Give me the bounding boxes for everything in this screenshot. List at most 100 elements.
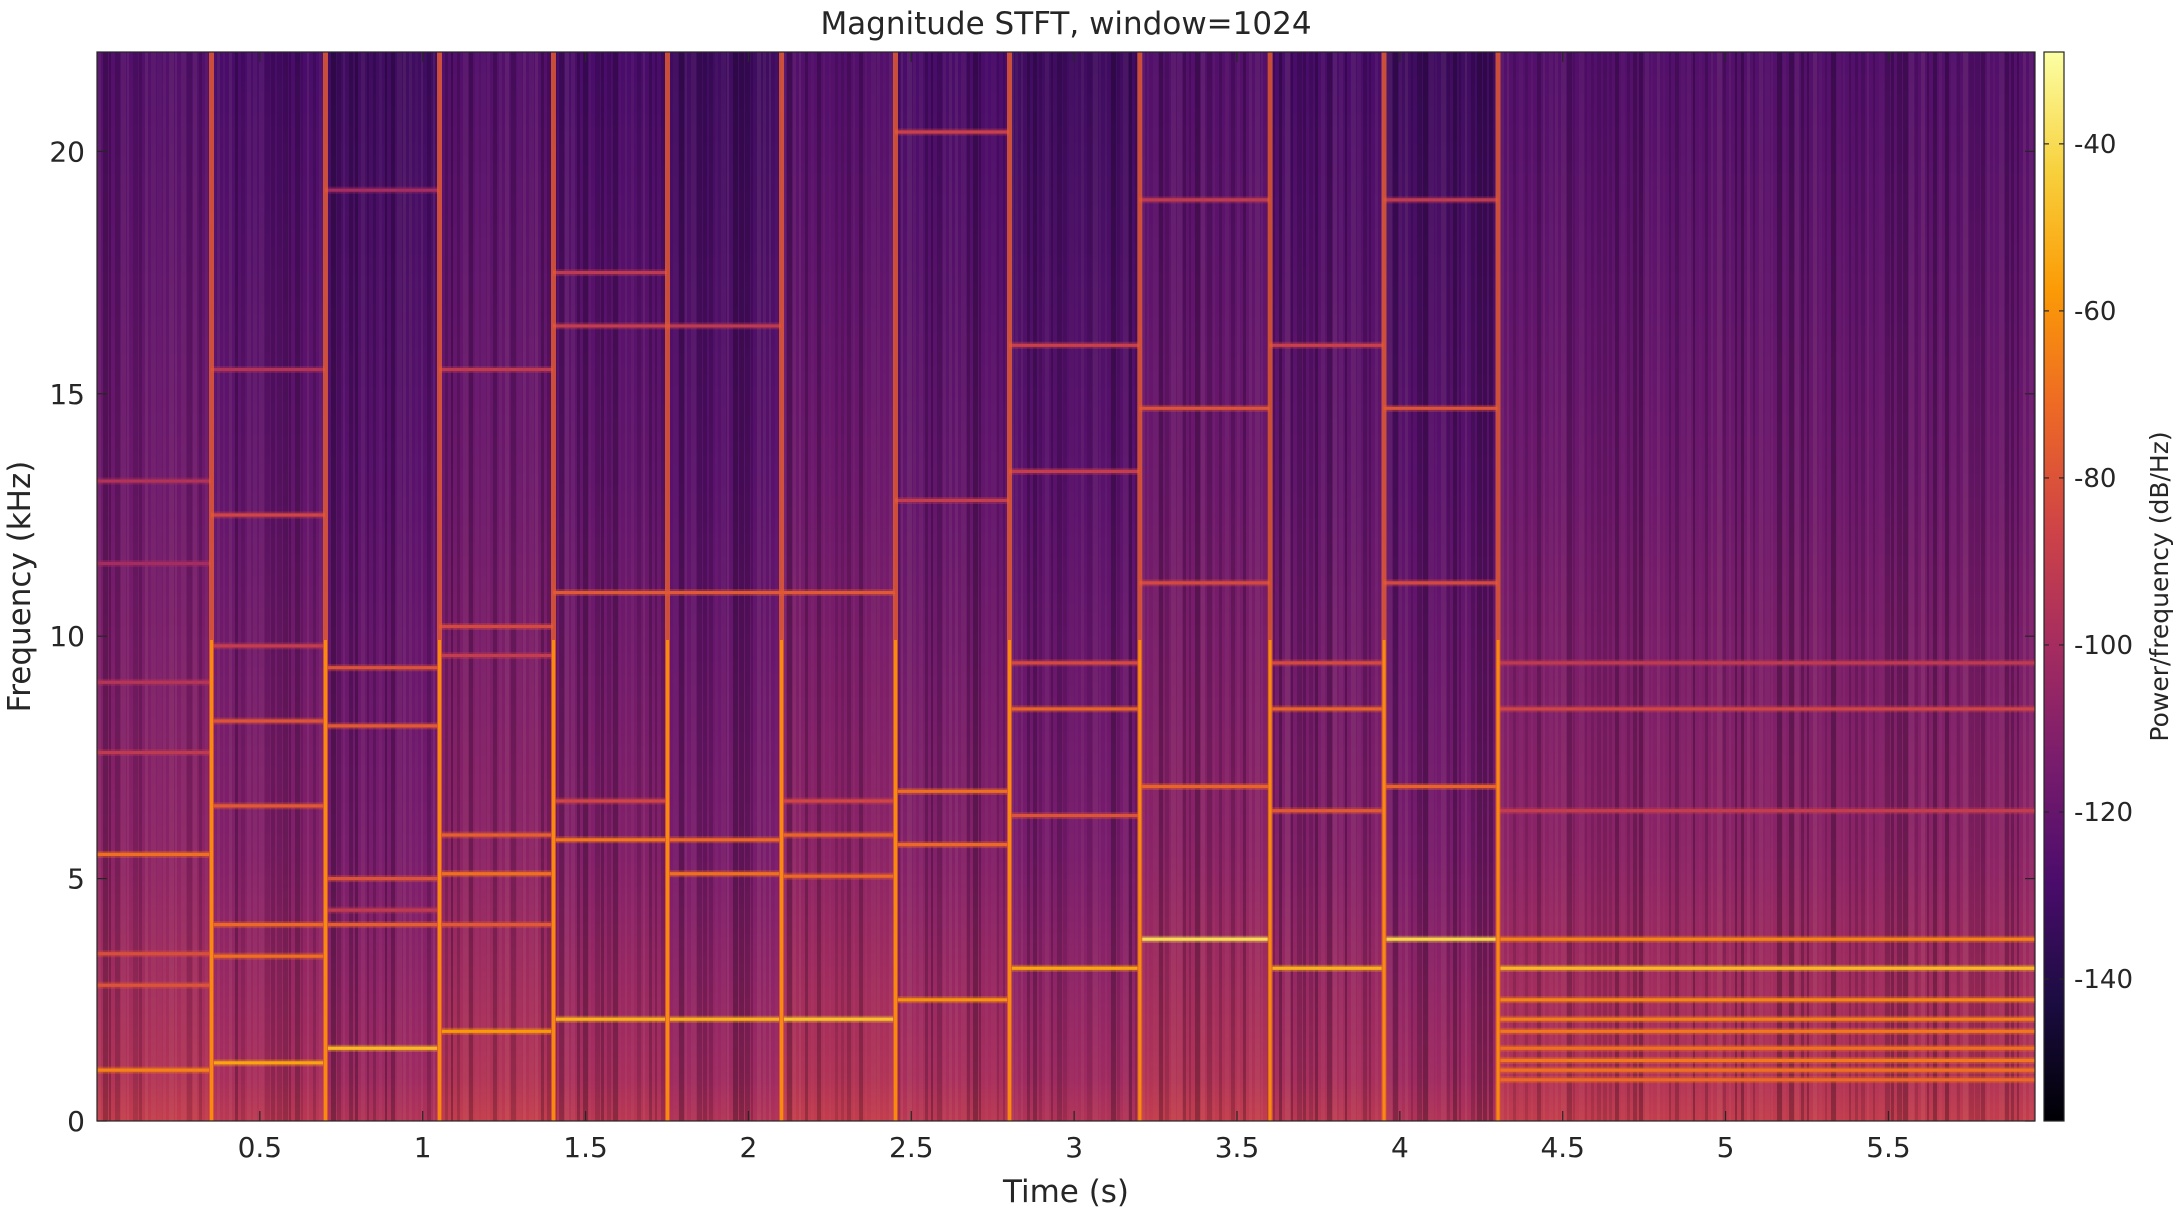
texture-stripe: [967, 52, 970, 1121]
texture-stripe: [1015, 52, 1018, 1121]
texture-stripe: [1201, 52, 1205, 1121]
segment-background: [97, 52, 211, 1121]
texture-stripe: [1837, 52, 1841, 1121]
texture-stripe: [799, 52, 801, 1121]
texture-stripe: [1063, 52, 1067, 1121]
segment-background: [1497, 52, 2035, 1121]
texture-stripe: [1387, 52, 1392, 1121]
onset-core: [1382, 639, 1386, 1121]
texture-stripe: [1423, 52, 1428, 1121]
segment-background: [781, 52, 895, 1121]
texture-stripe: [187, 52, 192, 1121]
texture-stripe: [1447, 52, 1450, 1121]
texture-stripe: [1291, 52, 1293, 1121]
onset-transient: [323, 52, 328, 1121]
texture-stripe: [1075, 52, 1078, 1121]
texture-stripe: [775, 52, 778, 1121]
x-axis-label: Time (s): [1002, 1174, 1129, 1210]
texture-stripe: [1657, 52, 1660, 1121]
texture-stripe: [985, 52, 988, 1121]
texture-stripe: [1633, 52, 1637, 1121]
texture-stripe: [409, 52, 412, 1121]
texture-stripe: [1861, 52, 1865, 1121]
texture-stripe: [559, 52, 564, 1121]
texture-stripe: [613, 52, 618, 1121]
texture-stripe: [853, 52, 855, 1121]
texture-stripe: [1477, 52, 1482, 1121]
texture-stripe: [1057, 52, 1062, 1121]
texture-stripe: [1699, 52, 1702, 1121]
texture-stripe: [919, 52, 923, 1121]
texture-stripe: [1645, 52, 1649, 1121]
texture-stripe: [1591, 52, 1594, 1121]
texture-stripe: [355, 52, 358, 1121]
onset-transient: [551, 52, 556, 1121]
texture-stripe: [829, 52, 831, 1121]
y-tick-label: 0: [67, 1105, 85, 1138]
texture-stripe: [949, 52, 952, 1121]
texture-stripe: [1537, 52, 1541, 1121]
texture-stripe: [1513, 52, 1516, 1121]
texture-stripe: [403, 52, 406, 1121]
texture-stripe: [1249, 52, 1252, 1121]
texture-stripe: [1177, 52, 1182, 1121]
texture-stripe: [1489, 52, 1493, 1121]
x-tick-label: 1.5: [563, 1131, 608, 1164]
x-tick-label: 2: [740, 1131, 758, 1164]
texture-stripe: [1459, 52, 1461, 1121]
texture-stripe: [229, 52, 232, 1121]
spectrogram-background: [97, 52, 2035, 1121]
onset-core: [1496, 639, 1500, 1121]
x-tick-label: 4.5: [1540, 1131, 1585, 1164]
texture-stripe: [1939, 52, 1942, 1121]
texture-stripe: [295, 52, 300, 1121]
texture-stripe: [1255, 52, 1260, 1121]
texture-stripe: [901, 52, 903, 1121]
texture-stripe: [685, 52, 687, 1121]
texture-stripe: [1969, 52, 1974, 1121]
texture-stripe: [301, 52, 303, 1121]
texture-stripe: [691, 52, 696, 1121]
texture-stripe: [1243, 52, 1246, 1121]
texture-stripe: [643, 52, 645, 1121]
onset-core: [210, 639, 213, 1121]
texture-stripe: [127, 52, 129, 1121]
texture-stripe: [1237, 52, 1240, 1121]
texture-stripe: [1531, 52, 1533, 1121]
texture-stripe: [1087, 52, 1092, 1121]
texture-stripe: [1759, 52, 1763, 1121]
x-tick-label: 4: [1391, 1131, 1409, 1164]
texture-stripe: [571, 52, 575, 1121]
texture-stripe: [1651, 52, 1653, 1121]
texture-stripe: [115, 52, 120, 1121]
texture-stripe: [367, 52, 369, 1121]
texture-stripe: [679, 52, 684, 1121]
texture-stripe: [97, 52, 101, 1121]
texture-stripe: [1843, 52, 1845, 1121]
texture-stripe: [1315, 52, 1318, 1121]
texture-stripe: [247, 52, 251, 1121]
onset-transient: [1007, 52, 1012, 1121]
y-axis: 0 5 10 15 20: [49, 135, 2035, 1138]
texture-stripe: [943, 52, 946, 1121]
spectrogram-texture: [97, 52, 2033, 1121]
onset-transient: [1381, 52, 1387, 1121]
texture-stripe: [1693, 52, 1695, 1121]
spectrogram-plot: [96, 51, 2036, 1122]
texture-stripe: [1363, 52, 1367, 1121]
texture-stripe: [1789, 52, 1794, 1121]
texture-stripe: [1279, 52, 1282, 1121]
segment-background: [1139, 52, 1270, 1121]
colorbar-ticks: -40 -60 -80 -100 -120 -140: [2044, 130, 2133, 995]
texture-stripe: [1771, 52, 1773, 1121]
texture-stripe: [1321, 52, 1325, 1121]
colorbar: -40 -60 -80 -100 -120 -140 Power/frequency (d…: [2043, 51, 2174, 1122]
texture-stripe: [865, 52, 867, 1121]
texture-stripe: [631, 52, 634, 1121]
texture-stripe: [589, 52, 591, 1121]
texture-stripe: [391, 52, 395, 1121]
texture-stripe: [1327, 52, 1332, 1121]
texture-stripe: [373, 52, 376, 1121]
texture-stripe: [997, 52, 999, 1121]
texture-stripe: [1963, 52, 1968, 1121]
